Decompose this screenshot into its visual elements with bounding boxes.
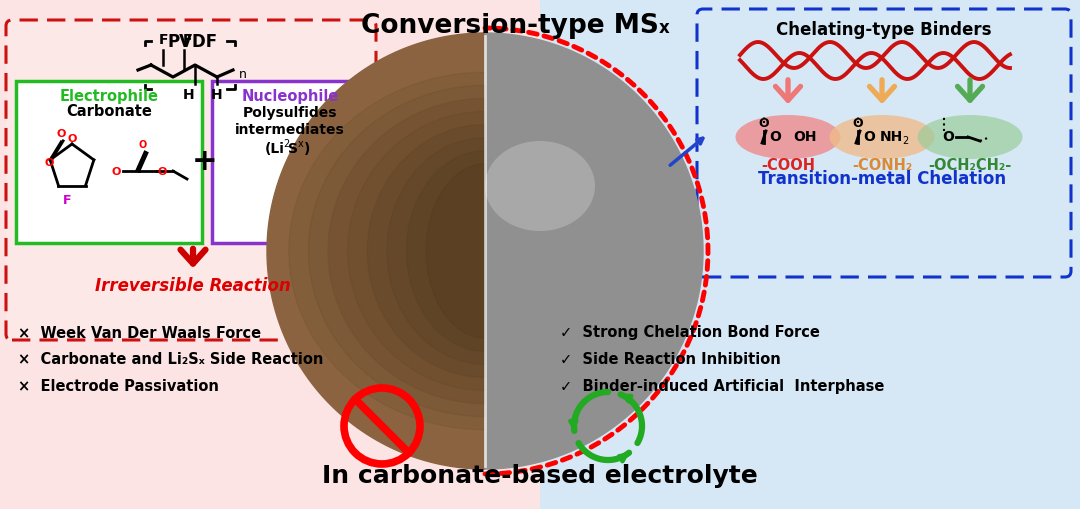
Text: ✓  Side Reaction Inhibition: ✓ Side Reaction Inhibition <box>561 352 781 367</box>
Ellipse shape <box>829 116 934 160</box>
Text: -OCH₂CH₂-: -OCH₂CH₂- <box>929 158 1012 173</box>
Text: In carbonate-based electrolyte: In carbonate-based electrolyte <box>322 463 758 487</box>
Text: F: F <box>159 33 167 47</box>
Polygon shape <box>267 34 485 469</box>
FancyArrowPatch shape <box>958 80 983 101</box>
Polygon shape <box>367 125 485 378</box>
Text: ×  Carbonate and Li₂Sₓ Side Reaction: × Carbonate and Li₂Sₓ Side Reaction <box>18 352 323 367</box>
Text: ×  Week Van Der Waals Force: × Week Van Der Waals Force <box>18 325 261 340</box>
Text: -COOH: -COOH <box>761 158 815 173</box>
Bar <box>540 0 1080 509</box>
Polygon shape <box>348 112 485 391</box>
Text: Polysulfides: Polysulfides <box>243 106 337 120</box>
Text: +: + <box>192 147 218 176</box>
FancyArrowPatch shape <box>180 249 205 264</box>
Text: OH: OH <box>793 130 816 144</box>
Text: ): ) <box>303 142 310 156</box>
FancyBboxPatch shape <box>697 10 1071 277</box>
Text: O: O <box>769 130 781 144</box>
FancyBboxPatch shape <box>212 82 368 243</box>
Polygon shape <box>406 151 485 352</box>
Bar <box>0 0 540 509</box>
Polygon shape <box>309 86 485 417</box>
Text: Chelating-type Binders: Chelating-type Binders <box>777 21 991 39</box>
Text: O: O <box>863 130 875 144</box>
Text: (Li: (Li <box>265 142 285 156</box>
Text: 2: 2 <box>283 139 289 149</box>
Polygon shape <box>427 164 485 338</box>
Text: x: x <box>298 139 303 149</box>
Text: O: O <box>56 129 66 138</box>
Text: ✓  Strong Chelation Bond Force: ✓ Strong Chelation Bond Force <box>561 325 820 340</box>
FancyArrowPatch shape <box>775 80 800 101</box>
Text: 2: 2 <box>902 136 908 146</box>
Text: O: O <box>111 166 121 177</box>
Text: S: S <box>288 142 298 156</box>
Text: Electrophile: Electrophile <box>59 89 159 104</box>
Text: O: O <box>758 117 769 130</box>
Text: x: x <box>659 19 670 37</box>
FancyArrowPatch shape <box>869 80 894 101</box>
Polygon shape <box>288 73 485 430</box>
Text: n: n <box>239 67 247 80</box>
Text: ×  Electrode Passivation: × Electrode Passivation <box>18 379 219 394</box>
Text: O: O <box>139 140 147 150</box>
Polygon shape <box>328 99 485 404</box>
Text: F: F <box>183 33 192 47</box>
Text: H: H <box>212 88 222 102</box>
Text: ✓  Binder-induced Artificial  Interphase: ✓ Binder-induced Artificial Interphase <box>561 379 885 394</box>
Polygon shape <box>485 34 703 469</box>
FancyBboxPatch shape <box>16 82 202 243</box>
Ellipse shape <box>735 116 840 160</box>
Polygon shape <box>387 138 485 364</box>
Text: O: O <box>158 166 167 177</box>
Text: O: O <box>67 134 77 144</box>
Text: O: O <box>853 117 863 130</box>
Text: O: O <box>44 158 54 167</box>
Text: O: O <box>942 130 954 144</box>
Text: Carbonate: Carbonate <box>66 104 152 119</box>
Ellipse shape <box>485 142 595 232</box>
Text: -CONH₂: -CONH₂ <box>852 158 913 173</box>
Text: H: H <box>184 88 194 102</box>
FancyBboxPatch shape <box>6 21 376 341</box>
Text: intermediates: intermediates <box>235 123 345 137</box>
Text: F: F <box>63 193 71 207</box>
Ellipse shape <box>918 116 1023 160</box>
Text: Irreversible Reaction: Irreversible Reaction <box>95 276 291 294</box>
Text: Transition-metal Chelation: Transition-metal Chelation <box>758 169 1007 188</box>
Text: NH: NH <box>880 130 903 144</box>
Text: PVDF: PVDF <box>167 33 218 51</box>
Text: Nucleophile: Nucleophile <box>241 89 339 104</box>
Text: Conversion-type MS: Conversion-type MS <box>361 13 659 39</box>
